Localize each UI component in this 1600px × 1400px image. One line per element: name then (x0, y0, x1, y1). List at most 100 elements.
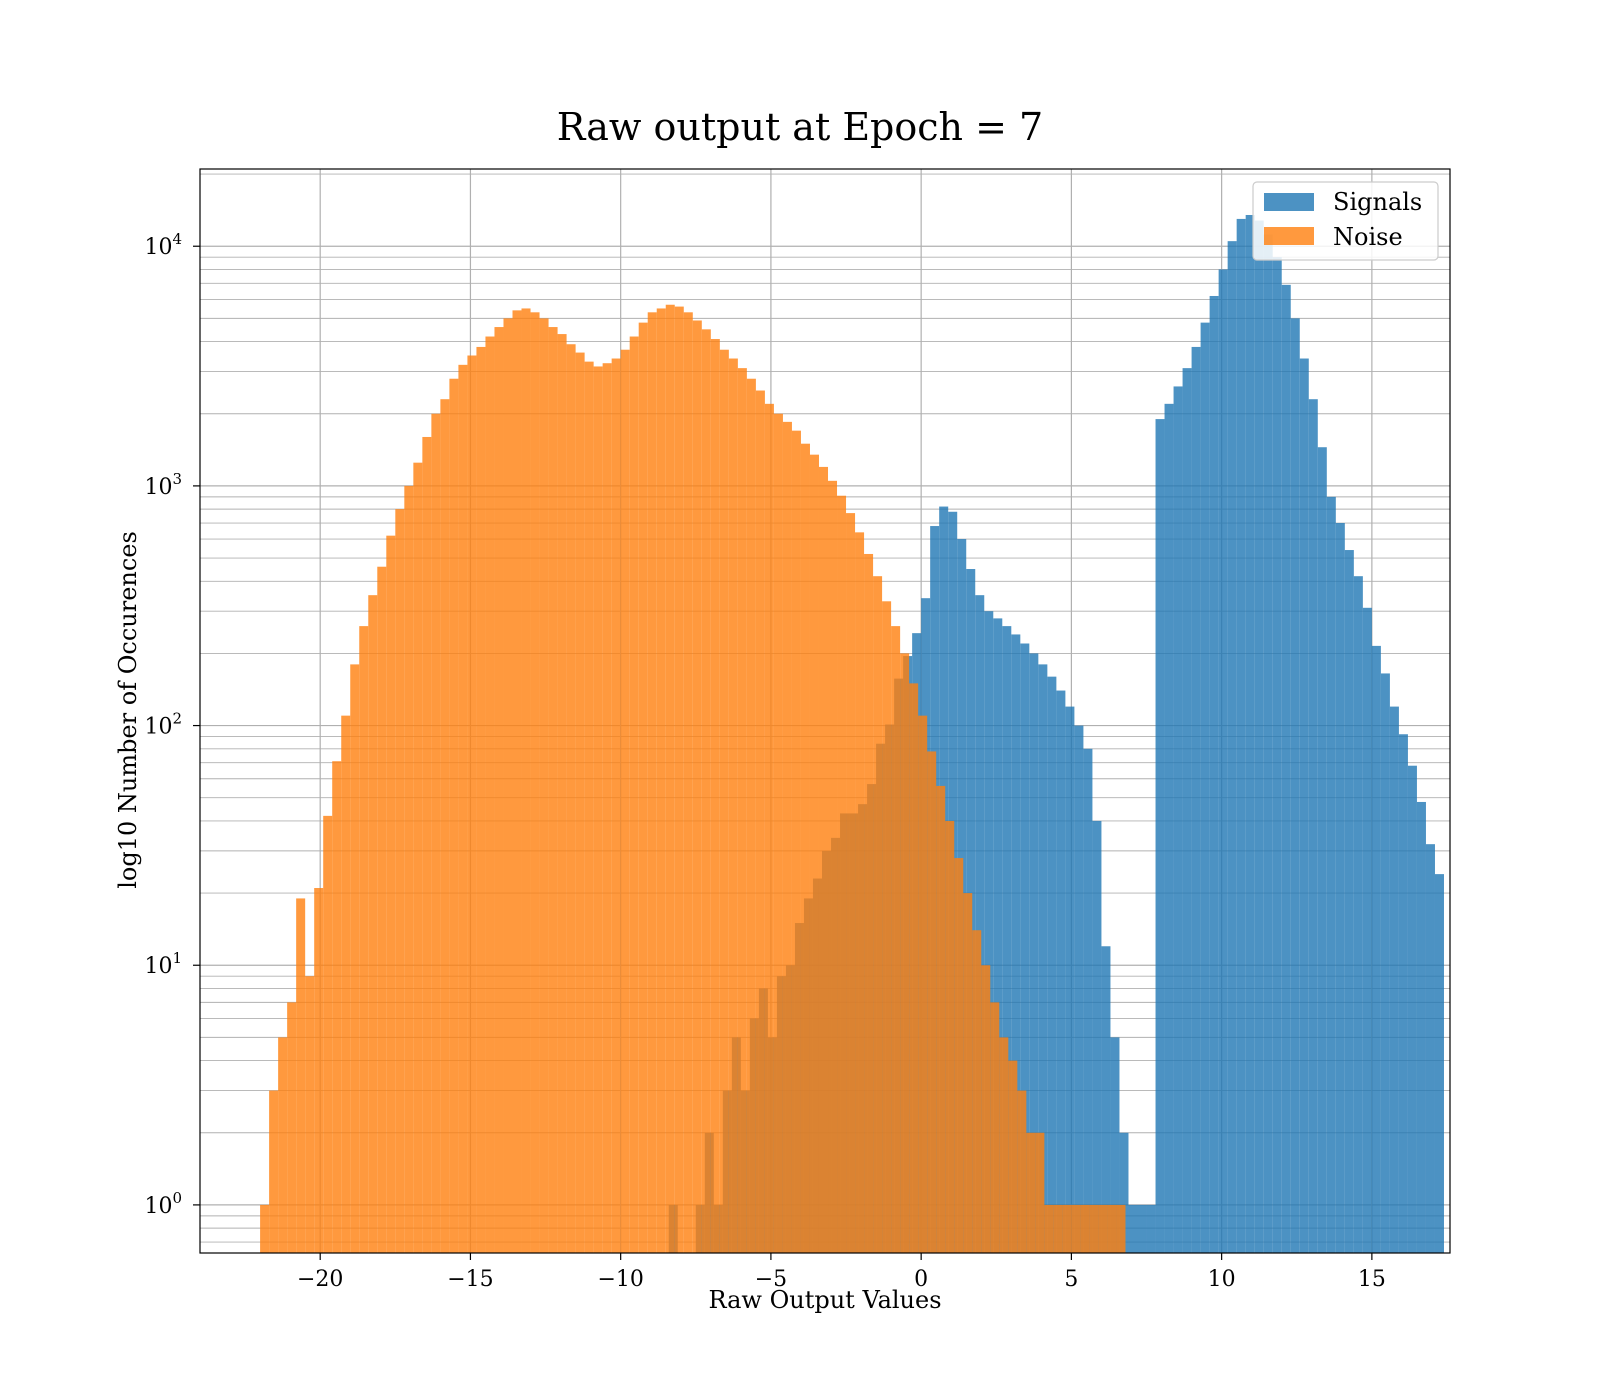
histogram-bar (377, 566, 387, 1253)
histogram-bar (539, 318, 549, 1253)
histogram-bar (278, 1037, 288, 1253)
histogram-bar (1389, 706, 1399, 1253)
histogram-bar (1308, 399, 1318, 1254)
histogram-bar (350, 664, 360, 1253)
histogram-bar (512, 310, 522, 1253)
histogram-bar (467, 355, 477, 1254)
histogram-bar (746, 378, 756, 1253)
histogram-bar (638, 322, 648, 1254)
histogram-bar (710, 339, 720, 1253)
histogram-bar (1317, 447, 1327, 1253)
histogram-bar (945, 820, 955, 1253)
histogram-bar (846, 513, 856, 1253)
histogram-bar (1416, 801, 1426, 1253)
plot-area-frame (199, 168, 1451, 1254)
histogram-bar (674, 306, 684, 1254)
histogram-bar (764, 403, 774, 1253)
histogram-bar (1038, 664, 1048, 1253)
x-tick-label: −10 (597, 1267, 643, 1292)
y-tick-label: 102 (144, 710, 182, 740)
histogram-bar (755, 390, 765, 1253)
histogram-bar (993, 618, 1003, 1253)
histogram-bar (828, 480, 838, 1253)
histogram-bar (1044, 1204, 1054, 1253)
histogram-bar (1107, 1204, 1117, 1253)
histogram-bar (1026, 1132, 1036, 1253)
histogram-bar (1110, 1037, 1120, 1253)
y-axis-label: log10 Number of Occurences (114, 531, 142, 889)
histogram-bar (602, 363, 612, 1253)
x-tick-label: 5 (1064, 1267, 1078, 1292)
histogram-bar (1371, 645, 1381, 1253)
histogram-bar (1362, 607, 1372, 1253)
histogram-bar (476, 346, 486, 1254)
histogram-bar (809, 454, 819, 1253)
histogram-bar (413, 462, 423, 1254)
histogram-bar (1002, 626, 1012, 1253)
histogram-bar (1173, 386, 1183, 1254)
legend: Signals Noise (1252, 181, 1439, 261)
histogram-bar (386, 535, 396, 1253)
histogram-bar (1101, 946, 1111, 1253)
histogram-bar (1272, 257, 1282, 1253)
histogram-bar (891, 626, 901, 1253)
histogram-bar (1182, 368, 1192, 1253)
histogram-bar (1065, 706, 1075, 1253)
histogram-bars (260, 214, 1444, 1254)
histogram-bar (999, 1037, 1009, 1253)
histogram-bar (359, 626, 369, 1253)
histogram-bar (1218, 269, 1228, 1253)
histogram-bar (981, 965, 991, 1253)
histogram-bar (1146, 1204, 1156, 1253)
histogram-bar (575, 352, 585, 1253)
histogram-bar (656, 308, 666, 1253)
histogram-bar (1071, 1204, 1081, 1253)
histogram-bar (431, 413, 441, 1254)
histogram-bar (1425, 844, 1435, 1253)
histogram-bar (1398, 734, 1408, 1253)
histogram-bar (1029, 653, 1039, 1253)
y-tick-label: 100 (144, 1189, 182, 1219)
histogram-bar (548, 327, 558, 1254)
histogram-bar (782, 421, 792, 1253)
histogram-bar (1011, 634, 1021, 1253)
histogram-bar (1209, 295, 1219, 1253)
histogram-bar (557, 334, 567, 1254)
histogram-bar (485, 336, 495, 1253)
histogram-bar (530, 312, 540, 1253)
histogram-bar (1020, 643, 1030, 1253)
x-tick-label: 15 (1358, 1267, 1386, 1292)
chart-title: Raw output at Epoch = 7 (557, 105, 1043, 149)
x-tick-label: 10 (1208, 1267, 1236, 1292)
y-tick-label: 101 (144, 949, 182, 979)
histogram-bar (440, 399, 450, 1254)
x-tick-label: −5 (755, 1267, 787, 1292)
histogram-bar (990, 1002, 1000, 1253)
histogram-bar (1281, 284, 1291, 1254)
histogram-bar (855, 532, 865, 1253)
legend-swatch-signals (1264, 193, 1314, 211)
histogram-bar (791, 430, 801, 1253)
histogram-bar (728, 358, 738, 1253)
x-axis-label: Raw Output Values (708, 1286, 941, 1314)
series-noise (260, 304, 1126, 1254)
histogram-bar (1245, 214, 1255, 1254)
histogram-bar (1407, 765, 1417, 1253)
histogram-bar (1164, 403, 1174, 1253)
histogram-bar (341, 715, 351, 1253)
histogram-bar (1080, 1204, 1090, 1253)
histogram-bar (1227, 241, 1237, 1254)
histogram-bar (296, 898, 306, 1253)
histogram-bar (458, 364, 468, 1254)
histogram-bar (975, 595, 985, 1253)
x-tick-label: −15 (447, 1267, 493, 1292)
histogram-bar (1380, 673, 1390, 1253)
histogram-bar (900, 653, 910, 1253)
histogram-bar (1191, 346, 1201, 1254)
histogram-bar (1062, 1204, 1072, 1253)
histogram-bar (1116, 1204, 1126, 1253)
histogram-bar (936, 785, 946, 1253)
histogram-bar (620, 349, 630, 1253)
histogram-bar (260, 1204, 270, 1253)
histogram-bar (314, 888, 324, 1253)
